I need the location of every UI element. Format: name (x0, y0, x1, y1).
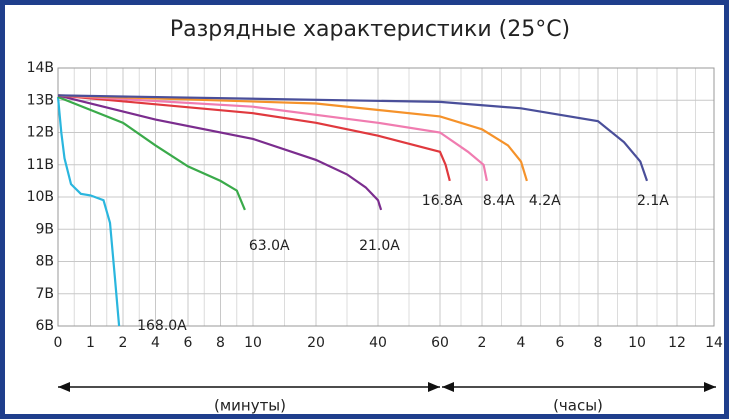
y-tick-label: 12В (27, 125, 54, 141)
series-label: 168.0A (137, 318, 187, 334)
x-tick-label: 60 (431, 335, 449, 351)
series-label: 21.0A (359, 238, 400, 254)
series-line (57, 94, 383, 211)
x-tick-label: 10 (244, 335, 262, 351)
x-tick-label: 0 (54, 335, 63, 351)
x-tick-label: 10 (628, 335, 646, 351)
y-tick-label: 10В (27, 189, 54, 205)
x-tick-label: 8 (594, 335, 603, 351)
x-tick-label: 2 (119, 335, 128, 351)
x-tick-label: 1 (86, 335, 95, 351)
y-tick-label: 14В (27, 60, 54, 76)
series-line (57, 94, 488, 182)
series-line (57, 94, 649, 182)
y-tick-label: 11В (27, 157, 54, 173)
x-tick-label: 4 (151, 335, 160, 351)
series-line (57, 94, 451, 182)
y-tick-label: 6В (35, 318, 54, 334)
y-tick-label: 13В (27, 92, 54, 108)
annotation: (минуты) (214, 397, 286, 415)
series-label: 63.0A (249, 238, 290, 254)
x-tick-label: 12 (668, 335, 686, 351)
x-tick-label: 8 (216, 335, 225, 351)
series-line (56, 96, 121, 327)
series-label: 8.4A (483, 193, 515, 209)
chart-title: Разрядные характеристики (25°C) (170, 17, 570, 42)
series-label: 4.2A (529, 193, 561, 209)
series-line (57, 94, 528, 182)
x-tick-label: 6 (556, 335, 565, 351)
series-line (57, 95, 246, 211)
x-tick-label: 4 (517, 335, 526, 351)
x-tick-label: 2 (478, 335, 487, 351)
y-tick-label: 9В (35, 221, 54, 237)
x-tick-label: 14 (705, 335, 723, 351)
annotation: (часы) (553, 397, 603, 415)
x-tick-label: 40 (369, 335, 387, 351)
y-tick-label: 7В (35, 286, 54, 302)
series-label: 16.8A (422, 193, 463, 209)
y-tick-label: 8В (35, 254, 54, 270)
plot-border (57, 67, 715, 327)
x-tick-label: 20 (307, 335, 325, 351)
series-label: 2.1A (637, 193, 669, 209)
x-tick-label: 6 (184, 335, 193, 351)
